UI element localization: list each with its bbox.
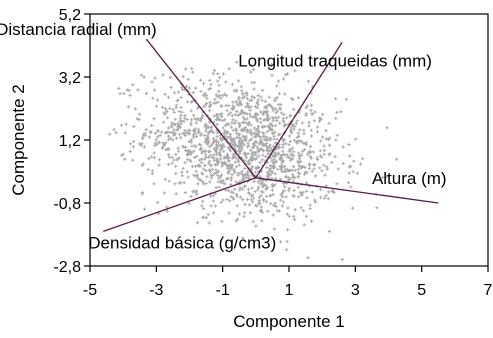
loading-vector-line bbox=[255, 177, 439, 204]
loading-vector-line bbox=[103, 177, 257, 232]
loading-vector-line bbox=[145, 38, 257, 179]
x-tick-label: -1 bbox=[216, 282, 230, 299]
x-axis-ticks: -5 -3 -1 1 3 5 7 bbox=[83, 266, 493, 299]
y-tick-label: -0,8 bbox=[53, 196, 81, 213]
x-tick-label: 1 bbox=[285, 282, 294, 299]
x-tick-label: -3 bbox=[149, 282, 163, 299]
loading-vector-label: Altura (m) bbox=[372, 169, 447, 188]
loading-vector-label: Distancia radial (mm) bbox=[0, 20, 157, 39]
loading-vectors bbox=[103, 38, 439, 232]
loading-vector-line bbox=[255, 42, 343, 179]
y-tick-label: 1,2 bbox=[59, 133, 81, 150]
scatter-points bbox=[108, 60, 399, 262]
scatter-point-markers bbox=[108, 60, 399, 262]
y-tick-label: -2,8 bbox=[53, 259, 81, 276]
y-axis-ticks: 5,2 3,2 1,2 -0,8 -2,8 bbox=[53, 7, 90, 276]
y-axis-title: Componente 2 bbox=[9, 84, 28, 196]
x-tick-label: 7 bbox=[484, 282, 493, 299]
x-tick-label: 3 bbox=[351, 282, 360, 299]
loading-vector-label: Longitud traqueidas (mm) bbox=[238, 51, 432, 70]
x-axis-title: Componente 1 bbox=[233, 312, 345, 331]
loading-vector-label: Densidad básica (g/cm3) bbox=[88, 233, 276, 252]
vector-labels: Distancia radial (mm) Longitud traqueidas… bbox=[0, 20, 447, 252]
x-tick-label: 5 bbox=[417, 282, 426, 299]
y-tick-label: 3,2 bbox=[59, 70, 81, 87]
x-tick-label: -5 bbox=[83, 282, 97, 299]
y-tick-label: 5,2 bbox=[59, 7, 81, 24]
